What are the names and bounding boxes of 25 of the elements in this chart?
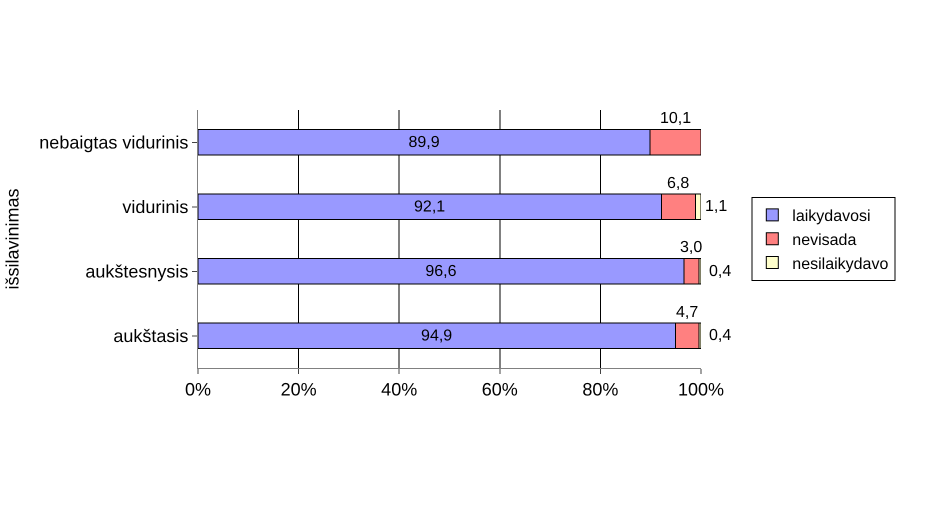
legend-label: nevisada	[792, 232, 856, 249]
data-label: 6,8	[667, 175, 690, 192]
y-tick-label: aukštasis	[113, 326, 188, 346]
data-label: 96,6	[425, 262, 457, 280]
y-tick-label: nebaigtas vidurinis	[39, 132, 188, 153]
legend-label: nesilaikydavo	[792, 256, 888, 273]
x-tick-label: 60%	[482, 380, 518, 400]
data-label: 89,9	[408, 134, 440, 151]
data-label: 0,4	[709, 263, 732, 280]
data-label: 0,4	[709, 327, 732, 344]
x-tick-label: 40%	[381, 380, 418, 400]
data-label: 1,1	[705, 198, 728, 215]
x-tick-label: 0%	[184, 380, 212, 400]
data-label: 4,7	[676, 304, 698, 321]
data-label: 92,1	[414, 198, 446, 216]
x-tick-label: 20%	[280, 380, 317, 400]
y-tick-label: aukštesnysis	[85, 262, 188, 282]
data-label: 94,9	[421, 327, 452, 344]
y-tick-label: vidurinis	[122, 197, 188, 218]
y-axis-title: išsilavinimas	[2, 188, 23, 290]
data-label: 10,1	[660, 110, 692, 127]
legend-label: laikydavosi	[792, 208, 871, 226]
x-tick-label: 100%	[678, 380, 724, 400]
data-label: 3,0	[680, 239, 702, 256]
x-tick-label: 80%	[582, 380, 618, 400]
